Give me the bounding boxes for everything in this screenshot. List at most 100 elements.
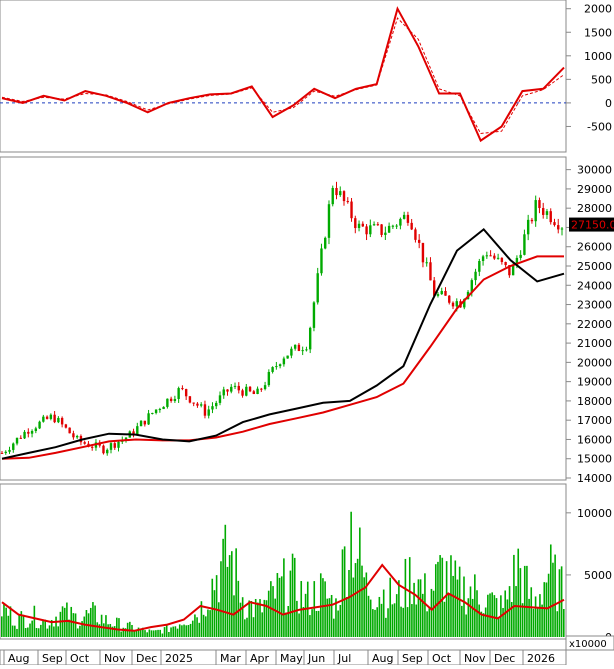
candle-body <box>4 451 7 454</box>
volume-bar <box>96 622 99 637</box>
volume-bar <box>63 607 66 637</box>
volume-bar <box>280 576 283 637</box>
volume-bar <box>408 557 411 637</box>
volume-bar <box>556 611 559 637</box>
volume-bar <box>367 595 370 637</box>
volume-bar <box>100 614 103 637</box>
volume-bar <box>18 614 20 637</box>
volume-tick-label: 10000 <box>577 507 612 520</box>
candle-body <box>45 416 49 419</box>
candle-body <box>15 437 19 444</box>
oscillator-panel-frame <box>0 0 567 153</box>
candle-body <box>154 409 158 413</box>
candle-body <box>42 416 45 422</box>
volume-bar <box>302 607 305 637</box>
volume-bar <box>463 576 465 637</box>
x-tick-label: Dec <box>494 652 515 665</box>
volume-bar <box>465 614 467 637</box>
volume-bar <box>7 615 10 637</box>
volume-bar <box>241 597 244 637</box>
volume-bar <box>404 558 407 637</box>
candle-body <box>248 386 252 392</box>
candle-body <box>553 222 556 226</box>
volume-bar <box>109 623 112 637</box>
candle-body <box>534 200 537 222</box>
volume-bar <box>426 611 428 637</box>
volume-bar <box>528 598 530 637</box>
volume-bar <box>113 626 116 637</box>
volume-bar <box>482 613 485 637</box>
volume-bar <box>252 617 255 637</box>
candle-body <box>542 208 545 215</box>
volume-bar <box>541 604 543 637</box>
osc-main-line <box>1 6 565 143</box>
candle-body <box>215 402 218 407</box>
candle-body <box>474 271 477 281</box>
candle-body <box>293 344 297 349</box>
volume-bar <box>189 623 192 637</box>
candle-body <box>320 248 323 274</box>
volume-bar <box>3 603 5 637</box>
volume-bar <box>439 555 441 637</box>
candle-body <box>504 262 507 266</box>
osc-tick-label: 500 <box>591 73 612 86</box>
price-tick-label: 14000 <box>577 472 612 485</box>
candle-body <box>169 398 173 402</box>
volume-bar <box>263 599 266 637</box>
volume-bar <box>563 609 565 637</box>
volume-bar <box>339 604 342 637</box>
x-tick-label: Aug <box>8 652 29 665</box>
volume-bar <box>265 600 268 637</box>
volume-bar <box>207 609 209 637</box>
volume-bar <box>40 624 42 637</box>
candle-body <box>515 257 519 265</box>
volume-bar <box>324 581 326 637</box>
volume-bar <box>395 594 398 637</box>
volume-bar <box>31 620 33 637</box>
volume-bar <box>326 598 329 637</box>
volume-bar <box>35 628 38 637</box>
volume-bar <box>517 548 520 637</box>
volume-bar <box>283 558 285 637</box>
volume-bar <box>400 606 402 637</box>
volume-bar <box>20 611 23 637</box>
candle-body <box>83 442 86 444</box>
price-tick-label: 21000 <box>577 337 612 350</box>
volume-bar <box>521 603 524 637</box>
price-tick-label: 30000 <box>577 164 612 177</box>
x-tick-label: Oct <box>70 652 90 665</box>
volume-bar <box>402 607 405 637</box>
volume-bar <box>532 608 535 637</box>
candle-body <box>500 257 504 263</box>
candle-body <box>324 237 327 249</box>
ma-short-line <box>1 228 565 460</box>
volume-bar <box>452 575 454 637</box>
candle-body <box>354 218 357 229</box>
candle-body <box>448 295 451 303</box>
volume-bar <box>181 625 183 637</box>
volume-bar <box>94 605 96 637</box>
volume-bar <box>244 619 246 637</box>
volume-bar <box>450 555 452 637</box>
candle-body <box>34 428 38 432</box>
candle-body <box>181 388 184 390</box>
volume-bar <box>309 615 311 637</box>
candle-body <box>549 211 552 223</box>
candle-body <box>286 355 289 359</box>
candle-body <box>391 225 395 227</box>
volume-bar <box>278 577 281 637</box>
x-tick-label: Mar <box>220 652 241 665</box>
volume-bar <box>76 628 79 637</box>
volume-bar <box>543 582 546 637</box>
volume-bar <box>289 570 292 637</box>
volume-bar <box>150 630 153 637</box>
volume-bar <box>545 582 548 637</box>
price-tick-label: 22000 <box>577 318 612 331</box>
volume-bar <box>337 610 339 637</box>
candle-body <box>91 446 94 448</box>
volume-bar <box>385 617 387 637</box>
candle-body <box>433 280 436 296</box>
volume-bar <box>352 577 355 637</box>
candle-body <box>199 404 203 406</box>
